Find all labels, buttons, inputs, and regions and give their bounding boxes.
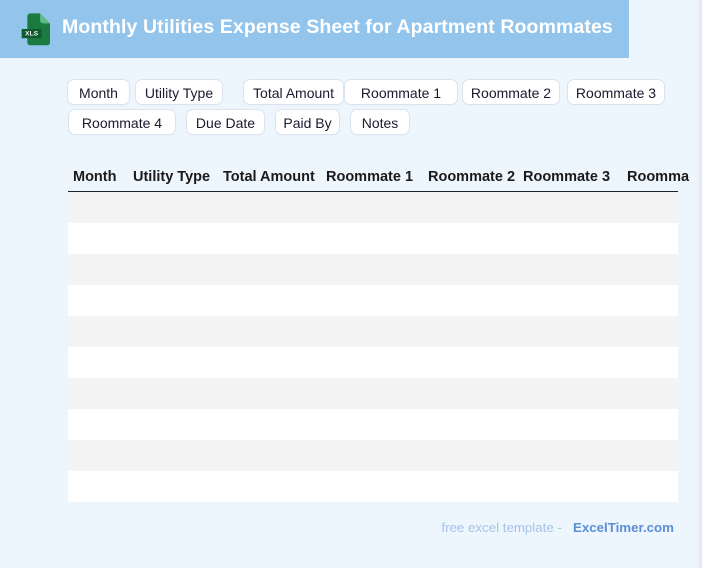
svg-text:XLS: XLS — [25, 31, 39, 38]
